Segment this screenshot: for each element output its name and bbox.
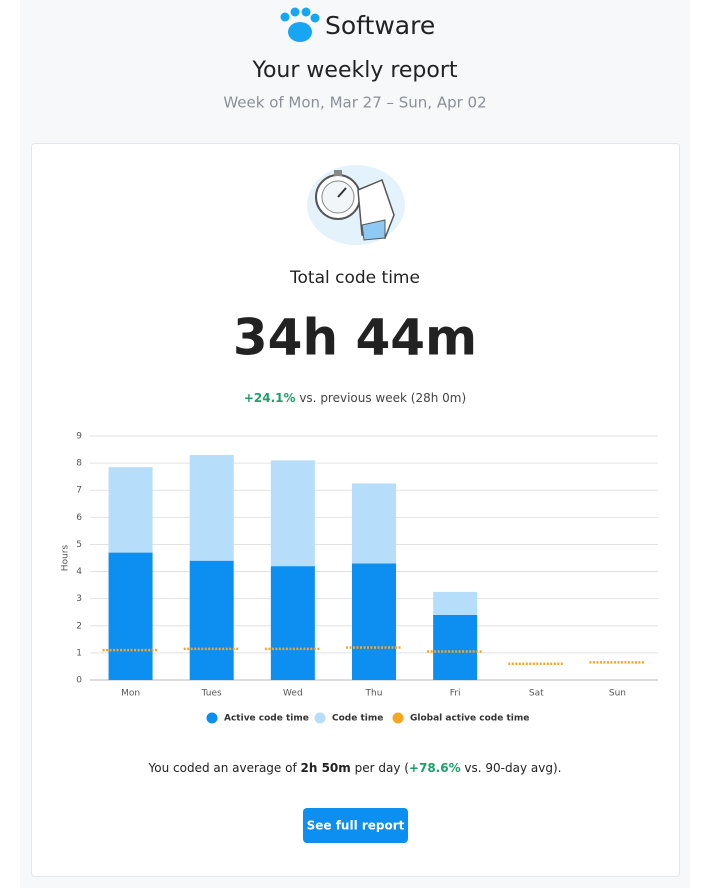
y-tick-label: 7	[76, 486, 82, 496]
legend-label: Active code time	[224, 714, 309, 724]
bar-segment	[433, 614, 478, 680]
title: Your weekly report	[251, 58, 457, 83]
bar-segment	[270, 566, 315, 680]
bar-segment	[189, 560, 234, 680]
bar-segment	[108, 467, 153, 553]
legend-swatch	[392, 712, 404, 724]
full-report-button[interactable]: See full report	[303, 808, 408, 843]
legend-label: Global active code time	[410, 714, 529, 724]
x-tick-label: Wed	[283, 689, 303, 699]
bar-segment	[352, 483, 396, 564]
summary-label: Total code time	[289, 268, 420, 288]
y-axis-label: Hours	[61, 545, 71, 572]
y-tick-label: 6	[76, 513, 82, 523]
average: 2h 50m	[301, 761, 351, 775]
y-tick-label: 4	[76, 567, 82, 577]
y-tick-label: 1	[76, 648, 82, 658]
average-line: You coded an average of 2h 50m per day (…	[148, 761, 562, 775]
subtitle: Week of Mon, Mar 27 – Sun, Apr 02	[223, 94, 486, 112]
bar-segment	[270, 460, 315, 567]
y-tick-label: 5	[76, 540, 82, 550]
x-tick-label: Tues	[201, 689, 222, 699]
y-tick-label: 8	[76, 459, 82, 469]
brand: Software	[325, 11, 435, 40]
total-time: 34h 44m	[233, 309, 477, 367]
comparison: vs. previous week (28h 0m)	[296, 391, 467, 405]
legend-swatch	[206, 712, 218, 724]
x-tick-label: Sat	[529, 689, 544, 699]
logo-icon	[280, 7, 320, 42]
bar-segment	[433, 591, 478, 615]
x-tick-label: Mon	[121, 689, 140, 699]
text: You coded an average of	[148, 761, 301, 775]
change: +24.1%	[244, 391, 296, 405]
chart: 0 1 2 3 4 5 6 7 8 9 Hours Mon Tues Wed Thu Fri Sat Sun Act…	[61, 432, 658, 724]
comparison-line: +24.1% vs. previous week (28h 0m)	[244, 391, 466, 405]
y-tick-label: 3	[76, 594, 82, 604]
button-bg[interactable]	[303, 808, 408, 843]
text: vs. 90-day avg).	[461, 761, 562, 775]
bar-segment	[108, 552, 153, 680]
bar-segment	[189, 454, 234, 561]
x-tick-label: Thu	[365, 689, 383, 699]
bar-segment	[352, 563, 396, 680]
stopwatch-illustration	[307, 165, 405, 245]
change: +78.6%	[409, 761, 461, 775]
x-tick-label: Fri	[450, 689, 461, 699]
legend-label: Code time	[332, 714, 383, 724]
y-tick-label: 9	[76, 432, 82, 442]
legend-swatch	[314, 712, 326, 724]
y-tick-label: 2	[76, 621, 82, 631]
y-tick-label: 0	[76, 676, 82, 686]
x-tick-label: Sun	[609, 689, 626, 699]
text: per day (	[351, 761, 409, 775]
button-label[interactable]: See full report	[307, 819, 405, 833]
